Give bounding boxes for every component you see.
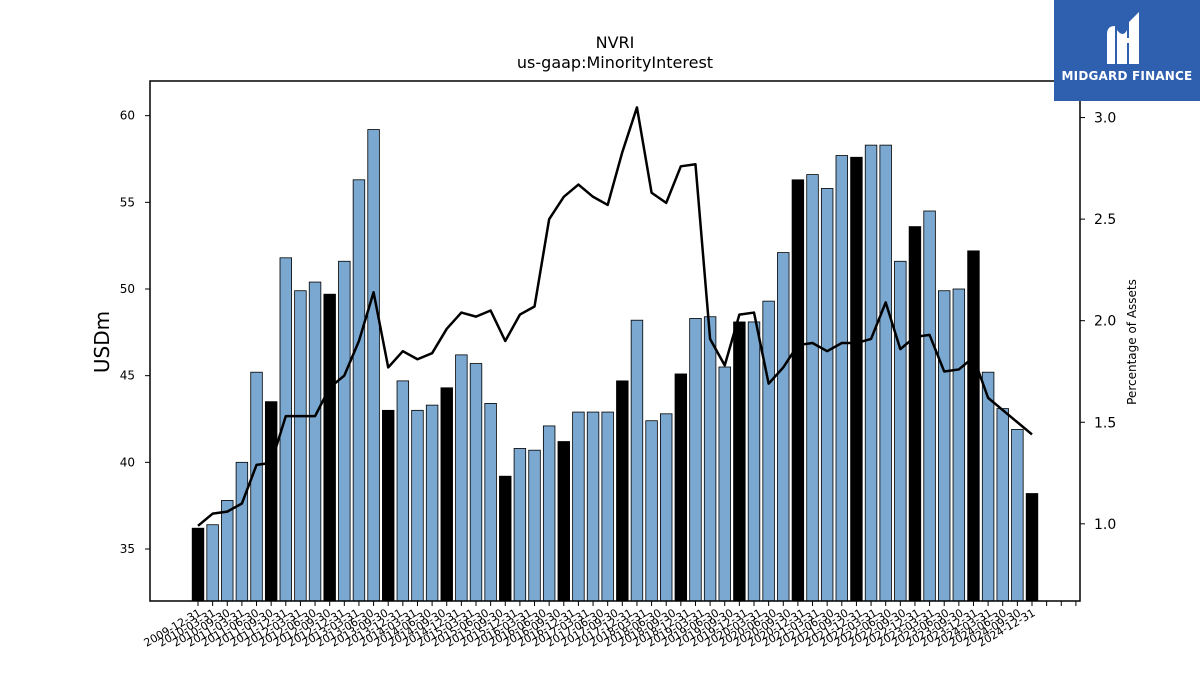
bar-2016-12-31: [601, 411, 614, 602]
bar-2013-12-31: [425, 404, 439, 602]
y2-tick-label: 2.5: [1094, 212, 1116, 228]
y-axis-label: USDm: [90, 311, 114, 373]
logo-text: MIDGARD FINANCE: [1061, 69, 1193, 83]
bar-2016-06-30: [572, 411, 585, 602]
midgard-logo-icon: [1107, 12, 1139, 64]
bar-2015-06-30: [513, 448, 527, 602]
bar-2021-06-30: [864, 144, 878, 602]
bar-2021-09-30: [879, 144, 892, 602]
bar-2010-09-30: [235, 461, 249, 602]
bar-2024-03-31: [1025, 493, 1039, 602]
bar-2015-09-30: [528, 449, 541, 602]
y-tick-label: 55: [120, 195, 135, 209]
bar-2022-12-31: [952, 288, 966, 602]
bar-2019-09-30: [762, 300, 775, 602]
bar-2016-09-30: [586, 411, 600, 602]
bar-2018-09-30: [703, 316, 717, 602]
bar-2022-06-30: [923, 210, 936, 602]
y-tick-label: 50: [120, 282, 135, 296]
bar-2017-06-30: [630, 319, 644, 602]
bar-2013-03-31: [382, 409, 395, 602]
bar-2019-03-31: [733, 321, 746, 602]
y-tick-label: 40: [120, 455, 135, 469]
midgard-finance-logo: MIDGARD FINANCE: [1054, 0, 1200, 101]
bar-2011-03-31: [264, 401, 278, 602]
bar-2010-12-31: [250, 371, 263, 602]
bar-2023-09-30: [996, 408, 1009, 602]
bar-2012-09-30: [352, 179, 366, 602]
bar-2016-03-31: [557, 441, 570, 602]
y-tick-label: 35: [120, 542, 135, 556]
bar-2010-03-31: [206, 524, 219, 602]
y2-tick-label: 1.5: [1094, 415, 1116, 431]
y-tick-label: 45: [120, 369, 135, 383]
bar-2018-06-30: [689, 318, 702, 602]
y2-tick-label: 3.0: [1094, 111, 1116, 127]
bar-2022-03-31: [908, 226, 922, 602]
chart-subtitle: us-gaap:MinorityInterest: [517, 53, 713, 72]
bar-2019-06-30: [747, 321, 761, 602]
bar-2012-06-30: [338, 260, 351, 602]
y2-axis-label: Percentage of Assets: [1125, 279, 1139, 405]
bar-2014-03-31: [440, 387, 453, 602]
bar-2011-09-30: [294, 290, 307, 602]
bar-2021-12-31: [894, 260, 907, 602]
bar-2015-03-31: [499, 475, 512, 602]
bar-2018-12-31: [718, 366, 731, 602]
bar-2021-03-31: [850, 156, 863, 602]
bar-2013-09-30: [411, 409, 424, 602]
bar-2023-06-30: [981, 371, 995, 602]
bar-2014-12-31: [484, 402, 497, 602]
line-layer: [197, 106, 1033, 527]
bar-2010-06-30: [221, 500, 234, 602]
bar-2022-09-30: [938, 290, 951, 602]
bar-2020-06-30: [806, 174, 819, 602]
y2-tick-label: 2.0: [1094, 314, 1116, 330]
bar-2017-12-31: [660, 413, 673, 602]
bar-2014-09-30: [469, 363, 483, 602]
pct-of-assets-line: [197, 106, 1033, 527]
axes-layer: 3540455055601.01.52.02.53.02009-12-31201…: [120, 80, 1116, 650]
bar-2011-12-31: [308, 281, 322, 602]
bars-layer: [191, 129, 1039, 602]
plot-frame: [149, 80, 1081, 602]
bar-2020-12-31: [835, 155, 848, 602]
bar-2019-12-31: [777, 252, 790, 602]
bar-2020-09-30: [820, 188, 834, 602]
bar-2014-06-30: [455, 354, 468, 602]
bar-2018-03-31: [674, 373, 688, 602]
bar-2017-03-31: [616, 380, 629, 602]
bar-2015-12-31: [542, 425, 556, 602]
y-tick-label: 60: [120, 109, 135, 123]
bar-2013-06-30: [396, 380, 410, 602]
bar-2023-12-31: [1011, 428, 1024, 602]
bar-2017-09-30: [645, 420, 658, 602]
bar-2009-12-31: [191, 527, 205, 602]
chart-title: NVRI: [596, 33, 635, 52]
bar-2020-03-31: [791, 179, 805, 602]
bar-2012-12-31: [367, 129, 380, 602]
bar-2023-03-31: [967, 250, 980, 602]
bar-2012-03-31: [323, 293, 336, 602]
y2-tick-label: 1.0: [1094, 517, 1116, 533]
